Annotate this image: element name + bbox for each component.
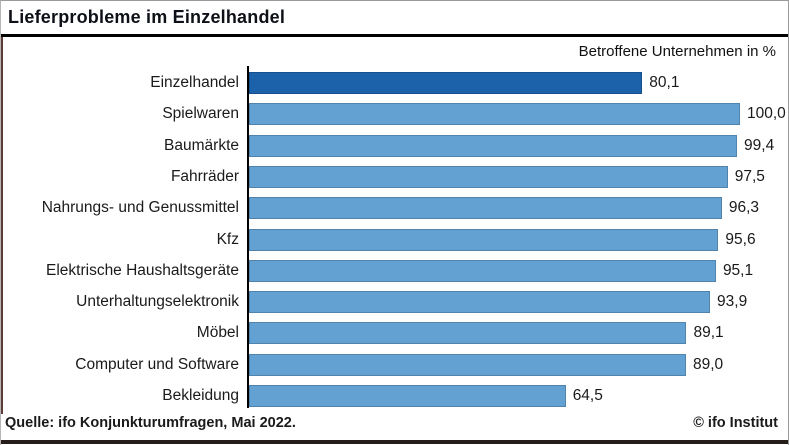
bar <box>249 291 711 314</box>
bar <box>249 259 716 282</box>
bar <box>249 134 738 157</box>
category-label: Kfz <box>216 230 239 248</box>
chart-axis-caption: Betroffene Unternehmen in % <box>578 43 776 60</box>
value-label: 95,1 <box>722 261 754 279</box>
bottom-border-accent <box>1 440 788 444</box>
left-border-accent <box>1 37 3 414</box>
value-label: 100,0 <box>747 105 786 123</box>
value-label: 97,5 <box>734 167 765 185</box>
category-label: Elektrische Haushaltsgeräte <box>46 261 239 279</box>
value-label: 89,0 <box>692 355 724 373</box>
bar <box>249 385 566 407</box>
bar <box>249 228 719 251</box>
bar <box>249 72 643 94</box>
category-label: Computer und Software <box>75 355 239 373</box>
category-label: Möbel <box>196 324 239 342</box>
bar <box>249 322 687 345</box>
category-label: Nahrungs- und Genussmittel <box>41 199 239 217</box>
category-label: Bekleidung <box>162 387 239 404</box>
value-label: 99,4 <box>744 136 775 154</box>
title-divider <box>1 34 788 37</box>
category-label: Baumärkte <box>164 136 239 154</box>
value-label: 64,5 <box>572 387 603 404</box>
chart-title: Lieferprobleme im Einzelhandel <box>8 7 286 27</box>
category-label: Spielwaren <box>162 105 239 123</box>
category-label: Unterhaltungselektronik <box>76 293 239 311</box>
value-label: 96,3 <box>728 199 759 217</box>
value-label: 80,1 <box>649 74 680 91</box>
category-label: Einzelhandel <box>150 74 239 91</box>
value-label: 89,1 <box>693 324 724 342</box>
bar <box>249 103 740 126</box>
bar <box>249 165 728 188</box>
value-label: 93,9 <box>717 293 748 311</box>
source-note: Quelle: ifo Konjunkturumfragen, Mai 2022… <box>5 415 296 431</box>
bar <box>249 353 686 376</box>
value-label: 95,6 <box>725 230 756 248</box>
category-label: Fahrräder <box>170 167 239 185</box>
copyright-note: © ifo Institut <box>693 415 778 431</box>
bar <box>249 197 722 220</box>
y-axis-line <box>247 66 249 408</box>
